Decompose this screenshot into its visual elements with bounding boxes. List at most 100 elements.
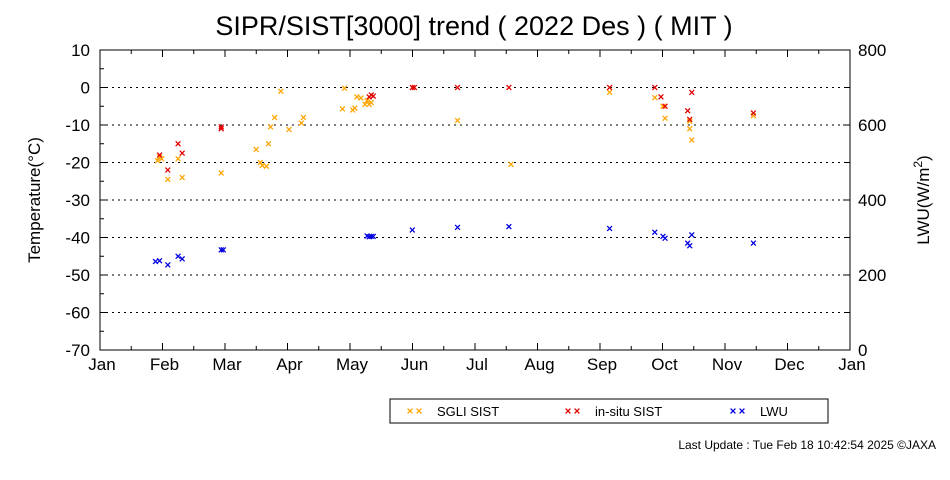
legend-marker-lwu [739, 408, 745, 414]
x-tick-label: Jan [88, 355, 115, 374]
sgli-sist-point [300, 114, 307, 121]
point-stroke [218, 124, 225, 130]
y-left-tick-label: -50 [65, 266, 90, 285]
point-stroke [341, 85, 348, 92]
y-left-tick-label: 10 [71, 41, 90, 60]
lwu-point [662, 235, 668, 242]
y-left-tick-label: -60 [65, 304, 90, 323]
x-tick-label: Dec [774, 355, 805, 374]
point-stroke [454, 84, 461, 91]
sgli-sist-point [368, 99, 375, 106]
sgli-sist-point [686, 125, 693, 132]
y-left-tick-label: -30 [65, 191, 90, 210]
in-situ-sist-point [651, 84, 658, 91]
in-situ-sist-point [164, 167, 171, 173]
point-stroke [686, 125, 693, 132]
point-stroke [660, 103, 666, 110]
sgli-sist-point [253, 146, 260, 153]
in-situ-sist-point [684, 107, 691, 114]
sgli-sist-point [257, 159, 264, 166]
point-stroke [218, 125, 225, 132]
point-stroke [351, 105, 358, 111]
legend-label-lwu: LWU [760, 404, 788, 419]
sgli-sist-point [267, 124, 274, 130]
in-situ-sist-point [409, 84, 416, 91]
point-stroke [253, 146, 260, 153]
point-stroke [606, 225, 613, 232]
point-stroke [368, 233, 375, 240]
point-stroke [565, 408, 571, 414]
point-stroke [179, 256, 186, 262]
point-stroke [686, 116, 693, 123]
point-stroke [409, 84, 416, 91]
y-right-tick-label: 400 [858, 191, 886, 210]
point-stroke [164, 167, 171, 173]
lwu-point [409, 227, 416, 233]
in-situ-sist-point [454, 84, 461, 91]
sgli-sist-point [175, 155, 181, 162]
sgli-sist-point [339, 106, 346, 112]
point-stroke [218, 170, 225, 176]
point-stroke [606, 89, 613, 96]
y-left-tick-label: -70 [65, 341, 90, 360]
in-situ-sist-point [179, 150, 186, 156]
point-stroke [154, 157, 161, 164]
point-stroke [506, 223, 512, 230]
sgli-sist-point [259, 162, 266, 169]
sgli-sist-point [606, 89, 613, 96]
point-stroke [416, 408, 422, 414]
point-stroke [651, 94, 658, 101]
y-right-tick-label: 600 [858, 116, 886, 135]
lwu-point [750, 240, 757, 246]
x-tick-label: May [336, 355, 369, 374]
sgli-sist-point [164, 176, 171, 183]
point-stroke [370, 93, 377, 99]
point-stroke [164, 262, 171, 268]
in-situ-sist-point [218, 125, 225, 132]
in-situ-sist-point [658, 94, 664, 100]
point-stroke [265, 140, 272, 147]
point-stroke [454, 224, 461, 231]
point-stroke [339, 106, 346, 112]
point-stroke [156, 152, 163, 158]
legend-marker-sgli-sist [407, 408, 413, 414]
x-tick-label: Jan [838, 355, 865, 374]
point-stroke [662, 115, 668, 122]
sgli-sist-point [298, 120, 305, 126]
point-stroke [175, 155, 181, 162]
point-stroke [686, 242, 693, 249]
lwu-point [152, 258, 159, 265]
point-stroke [257, 159, 264, 166]
sgli-sist-point [364, 97, 370, 104]
x-tick-label: Jul [466, 355, 488, 374]
in-situ-sist-point [175, 140, 181, 147]
y-axis-left-label: Temperature(°C) [25, 137, 44, 263]
x-tick-label: Jun [401, 355, 428, 374]
point-stroke [688, 89, 695, 96]
y-axis-right-label-sup: 2 [911, 161, 925, 168]
legend-label-sgli-sist: SGLI SIST [437, 404, 499, 419]
data-points [152, 84, 757, 268]
sgli-sist-point [358, 95, 364, 101]
x-tick-label: Oct [651, 355, 678, 374]
x-tick-label: Sep [587, 355, 617, 374]
point-stroke [409, 227, 416, 233]
point-stroke [739, 408, 745, 414]
point-stroke [175, 140, 181, 147]
y-left-tick-label: 0 [81, 79, 90, 98]
legend-box [389, 398, 829, 424]
sgli-sist-point [154, 157, 161, 164]
point-stroke [688, 137, 695, 143]
point-stroke [508, 161, 514, 168]
point-stroke [179, 174, 186, 181]
in-situ-sist-point [606, 84, 613, 91]
point-stroke [259, 162, 266, 169]
in-situ-sist-point [750, 110, 757, 116]
sgli-sist-point [218, 170, 225, 176]
sgli-sist-point [286, 126, 292, 133]
point-stroke [298, 120, 305, 126]
lwu-point [156, 257, 163, 264]
point-stroke [730, 408, 736, 414]
y-left-tick-label: -20 [65, 154, 90, 173]
